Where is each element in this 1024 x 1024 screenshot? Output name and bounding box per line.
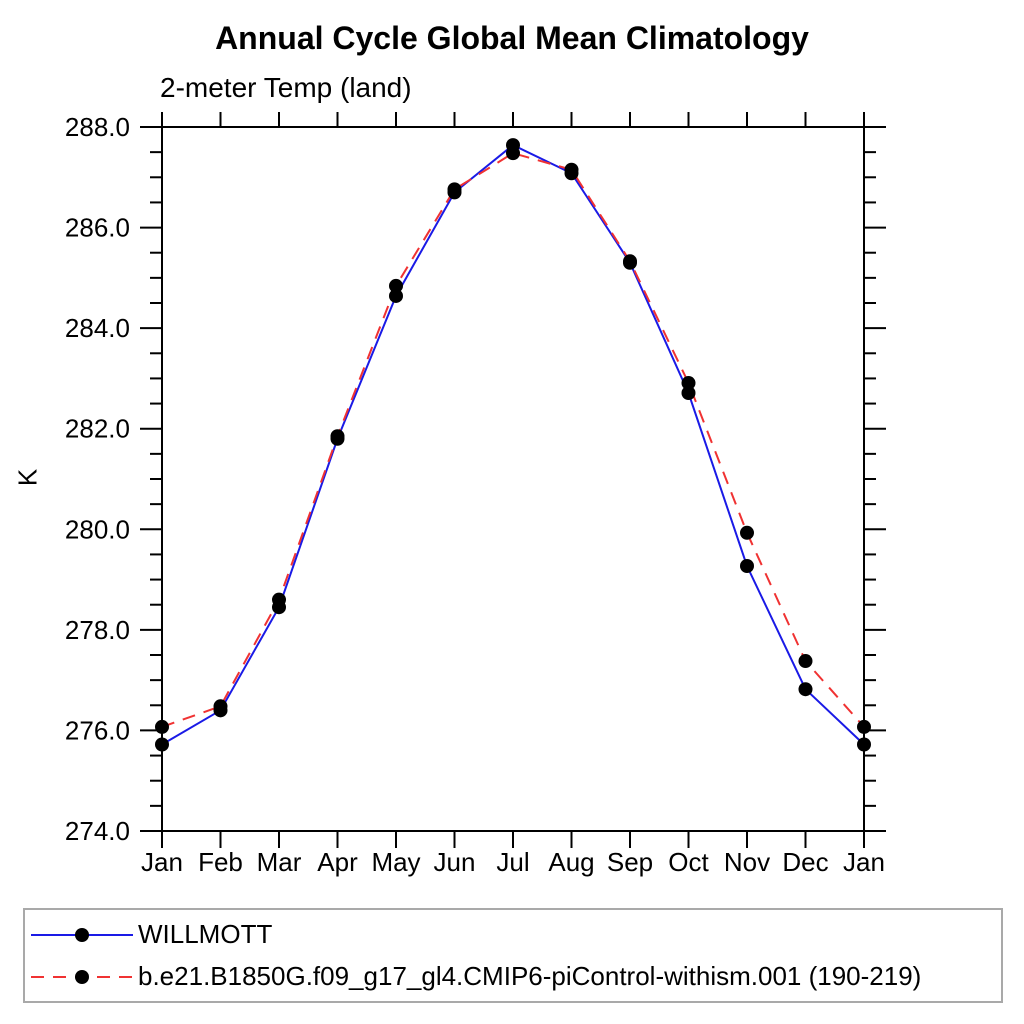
y-tick-label: 278.0 <box>65 615 130 645</box>
data-point <box>389 288 403 303</box>
data-point <box>155 737 169 752</box>
x-tick-label: Aug <box>548 847 594 877</box>
series-line-0 <box>161 143 865 746</box>
x-tick-label: Jan <box>141 847 183 877</box>
x-tick-label: Jan <box>843 847 885 877</box>
data-point <box>857 737 871 752</box>
x-tick-label: Jul <box>496 847 529 877</box>
legend-marker-dot <box>75 969 89 984</box>
chart-title: Annual Cycle Global Mean Climatology <box>215 20 809 56</box>
data-point <box>798 682 813 697</box>
y-tick-label: 280.0 <box>65 514 130 544</box>
data-point <box>564 162 579 177</box>
data-point <box>740 525 754 540</box>
y-tick-label: 286.0 <box>65 213 130 243</box>
data-point <box>506 146 520 161</box>
legend-swatch-solid-line <box>31 927 133 942</box>
x-tick-label: Sep <box>607 847 653 877</box>
x-tick-label: Feb <box>198 847 243 877</box>
y-tick-label: 282.0 <box>65 414 130 444</box>
legend-marker-dot <box>75 927 89 942</box>
data-point <box>857 719 871 734</box>
data-point <box>798 654 813 669</box>
series-line-1 <box>161 152 865 728</box>
legend: WILLMOTT b.e21.B1850G.f09_g17_gl4.CMIP6-… <box>23 908 1003 1003</box>
legend-item-model: b.e21.B1850G.f09_g17_gl4.CMIP6-piControl… <box>25 958 1001 996</box>
data-point <box>740 558 754 573</box>
data-point <box>447 182 462 197</box>
legend-label: WILLMOTT <box>138 919 273 949</box>
data-point <box>155 719 169 734</box>
data-point <box>330 429 345 444</box>
plot-frame <box>161 126 865 832</box>
data-point <box>272 592 286 607</box>
x-tick-label: Apr <box>317 847 358 877</box>
legend-item-willmott: WILLMOTT <box>25 916 1001 954</box>
chart-subtitle: 2-meter Temp (land) <box>160 72 412 103</box>
x-tick-label: Dec <box>782 847 828 877</box>
legend-label: b.e21.B1850G.f09_g17_gl4.CMIP6-piControl… <box>138 961 922 991</box>
x-tick-label: Jun <box>434 847 476 877</box>
data-point <box>389 278 403 293</box>
data-point <box>623 254 637 269</box>
x-tick-label: Mar <box>257 847 302 877</box>
data-point <box>681 375 696 390</box>
y-tick-label: 284.0 <box>65 313 130 343</box>
x-tick-label: Oct <box>668 847 709 877</box>
x-tick-label: Nov <box>724 847 770 877</box>
data-point <box>681 386 696 401</box>
data-point <box>213 699 228 714</box>
plot-area: 274.0 276.0 278.0 280.0 282.0 284.0 286.0 288.0… <box>65 112 886 877</box>
x-tick-label: May <box>371 847 420 877</box>
y-tick-label: 288.0 <box>65 112 130 142</box>
legend-swatch-dashed-line <box>31 969 133 984</box>
y-tick-label: 276.0 <box>65 715 130 745</box>
y-tick-label: 274.0 <box>65 816 130 846</box>
